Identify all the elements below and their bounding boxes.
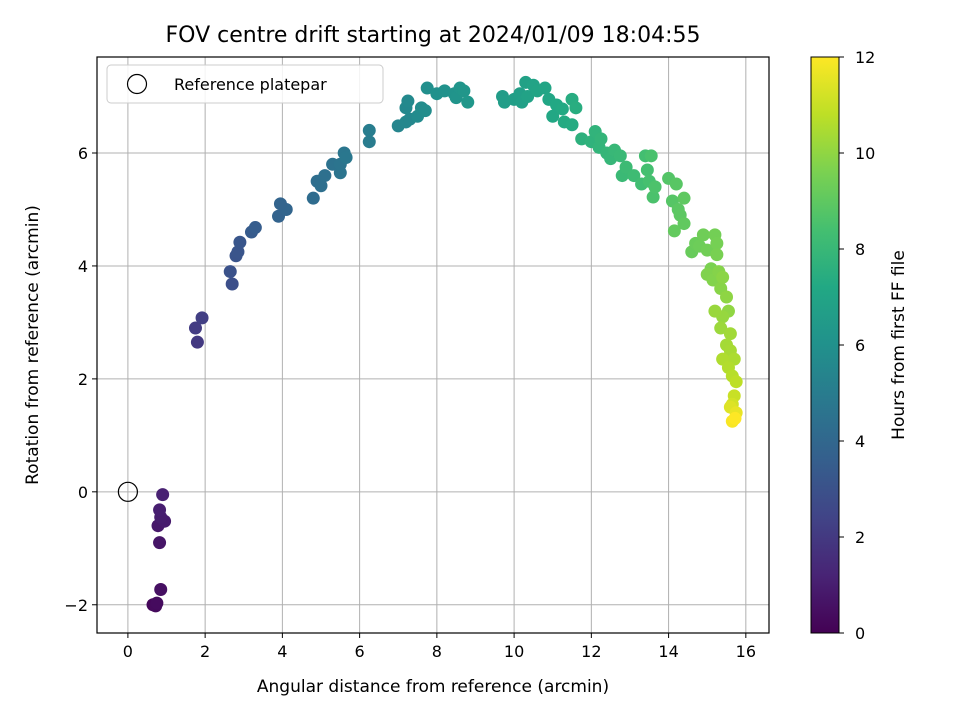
x-axis-ticks: 0 2 4 6 8 10 12 14 16 [123, 633, 756, 661]
grid-lines [97, 57, 769, 633]
x-tick-label: 16 [736, 642, 756, 661]
data-point [708, 304, 722, 318]
data-point [594, 132, 608, 146]
data-point [640, 163, 654, 177]
data-point [314, 179, 328, 193]
data-point [150, 596, 164, 610]
data-point [538, 81, 552, 95]
data-point [248, 221, 262, 235]
x-axis-label: Angular distance from reference (arcmin) [257, 677, 609, 697]
data-point [521, 90, 535, 104]
data-point [710, 248, 724, 262]
data-point [318, 169, 332, 183]
data-point [457, 84, 471, 98]
data-point [669, 177, 683, 191]
data-point [156, 488, 170, 502]
x-tick-label: 2 [200, 642, 210, 661]
legend-label: Reference platepar [174, 75, 327, 94]
data-point [644, 149, 658, 163]
data-point [362, 123, 376, 137]
y-axis-label: Rotation from reference (arcmin) [23, 205, 43, 485]
chart-title: FOV centre drift starting at 2024/01/09 … [166, 23, 701, 48]
data-point [677, 191, 691, 205]
data-point [700, 243, 714, 257]
data-point [667, 224, 681, 238]
data-point [569, 101, 583, 115]
data-point [710, 236, 724, 250]
data-point [223, 265, 237, 279]
data-point [233, 235, 247, 249]
data-point [555, 102, 569, 116]
data-point [546, 109, 560, 123]
data-point [362, 135, 376, 149]
data-point [225, 277, 239, 291]
data-point [565, 118, 579, 132]
y-tick-label: 4 [78, 257, 88, 276]
colorbar-label: Hours from first FF file [889, 250, 909, 440]
y-tick-label: 0 [78, 483, 88, 502]
y-tick-label: −2 [64, 596, 88, 615]
data-point [188, 321, 202, 335]
colorbar-tick-label: 8 [855, 240, 865, 259]
data-point [418, 104, 432, 118]
data-point [627, 169, 641, 183]
legend: Reference platepar [106, 64, 384, 104]
data-point [613, 149, 627, 163]
data-point [401, 94, 415, 108]
data-point [696, 228, 710, 242]
legend-box [106, 64, 384, 104]
data-point [619, 160, 633, 174]
colorbar-tick-label: 0 [855, 624, 865, 643]
data-point [716, 270, 730, 284]
x-tick-label: 4 [277, 642, 287, 661]
data-point [677, 217, 691, 231]
x-tick-label: 14 [658, 642, 678, 661]
data-point [723, 327, 737, 341]
y-tick-label: 2 [78, 370, 88, 389]
colorbar-tick-label: 2 [855, 528, 865, 547]
data-point [461, 95, 475, 109]
colorbar-ticks: 0 2 4 6 8 10 12 [839, 48, 875, 643]
data-point [720, 290, 734, 304]
data-point [273, 197, 287, 211]
colorbar-tick-label: 6 [855, 336, 865, 355]
data-point [195, 311, 209, 325]
colorbar-tick-label: 10 [855, 144, 875, 163]
data-point [729, 375, 743, 389]
data-point [728, 411, 742, 425]
data-point [153, 536, 167, 550]
x-tick-label: 12 [581, 642, 601, 661]
x-tick-label: 6 [355, 642, 365, 661]
data-point [714, 321, 728, 335]
data-point [646, 190, 660, 204]
x-tick-label: 8 [432, 642, 442, 661]
colorbar [810, 56, 840, 634]
legend-marker-icon [126, 73, 148, 95]
colorbar-tick-label: 12 [855, 48, 875, 67]
data-point [154, 583, 168, 597]
data-points [146, 75, 743, 613]
x-tick-label: 0 [123, 642, 133, 661]
y-axis-ticks: −2 0 2 4 6 [64, 144, 97, 615]
data-point [306, 191, 320, 205]
colorbar-tick-label: 4 [855, 432, 865, 451]
plot-frame [96, 56, 770, 634]
data-point [339, 151, 353, 165]
data-point [190, 335, 204, 349]
y-tick-label: 6 [78, 144, 88, 163]
data-point [420, 81, 434, 95]
reference-platepar-marker [117, 481, 138, 502]
x-tick-label: 10 [504, 642, 524, 661]
data-point [153, 503, 167, 517]
data-point [648, 180, 662, 194]
